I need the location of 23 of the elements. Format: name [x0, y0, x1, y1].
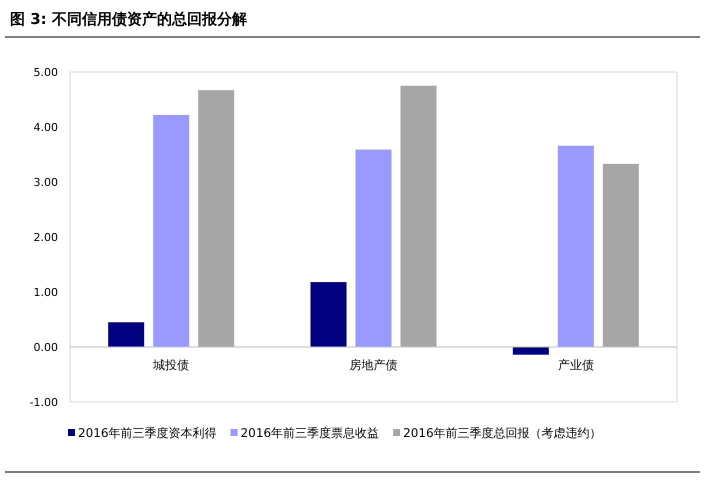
y-tick-label: 4.00 [34, 121, 58, 134]
y-tick-label: -1.00 [30, 396, 58, 409]
y-tick-label: 0.00 [34, 341, 58, 354]
legend-label: 2016年前三季度资本利得 [78, 426, 217, 440]
y-tick-label: 1.00 [34, 286, 58, 299]
legend-label: 2016年前三季度票息收益 [240, 426, 380, 440]
bar [558, 146, 594, 347]
y-tick-label: 5.00 [34, 66, 58, 79]
bar [356, 150, 392, 347]
bar [512, 347, 549, 355]
x-tick-label: 产业债 [558, 358, 594, 372]
bar [602, 164, 639, 347]
y-tick-label: 2.00 [34, 231, 58, 244]
bar [108, 322, 144, 347]
y-tick-label: 3.00 [34, 176, 58, 189]
x-tick-label: 城投债 [152, 358, 190, 372]
bar [153, 114, 190, 347]
bar [400, 86, 436, 347]
bar [198, 90, 234, 347]
bar [310, 282, 346, 347]
legend-label: 2016年前三季度总回报（考虑违约） [403, 426, 602, 440]
chart-title: 图 3: 不同信用债资产的总回报分解 [10, 10, 247, 28]
x-tick-label: 房地产债 [350, 358, 398, 372]
